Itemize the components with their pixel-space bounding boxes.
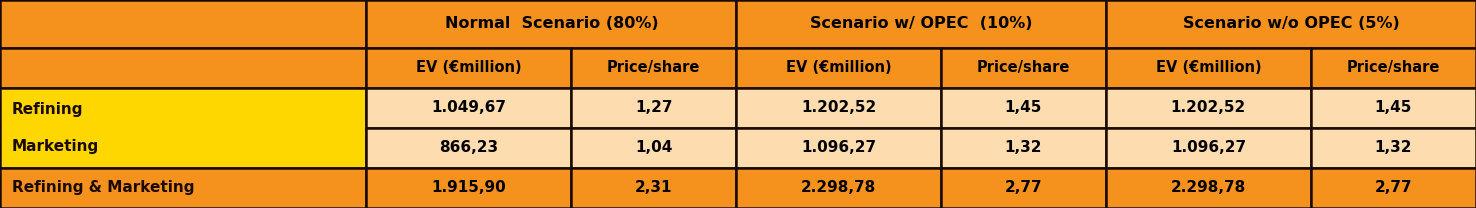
Text: 1,32: 1,32 bbox=[1374, 140, 1413, 155]
Bar bbox=[366, 88, 571, 128]
Text: 1,32: 1,32 bbox=[1005, 140, 1042, 155]
Bar bbox=[366, 0, 737, 47]
Bar bbox=[571, 88, 737, 128]
Bar bbox=[571, 128, 737, 168]
Text: Price/share: Price/share bbox=[607, 60, 700, 75]
Bar bbox=[366, 168, 571, 208]
Text: Scenario w/o OPEC (5%): Scenario w/o OPEC (5%) bbox=[1182, 16, 1399, 31]
Text: 1.049,67: 1.049,67 bbox=[431, 100, 506, 115]
Text: 1.915,90: 1.915,90 bbox=[431, 180, 506, 196]
Bar bbox=[1106, 0, 1476, 47]
Text: Refining & Marketing: Refining & Marketing bbox=[12, 180, 195, 196]
Bar bbox=[0, 88, 366, 168]
Bar bbox=[1106, 47, 1311, 88]
Bar bbox=[1311, 88, 1476, 128]
Text: Price/share: Price/share bbox=[977, 60, 1070, 75]
Bar bbox=[571, 168, 737, 208]
Text: 2,77: 2,77 bbox=[1005, 180, 1042, 196]
Bar bbox=[366, 47, 571, 88]
Text: Price/share: Price/share bbox=[1346, 60, 1441, 75]
Text: 1.096,27: 1.096,27 bbox=[1170, 140, 1246, 155]
Bar bbox=[1106, 168, 1311, 208]
Bar bbox=[737, 128, 940, 168]
Bar bbox=[1106, 128, 1311, 168]
Bar bbox=[571, 47, 737, 88]
Bar bbox=[737, 47, 940, 88]
Bar bbox=[0, 0, 366, 47]
Bar bbox=[940, 47, 1106, 88]
Bar bbox=[1311, 47, 1476, 88]
Bar bbox=[737, 168, 940, 208]
Text: Scenario w/ OPEC  (10%): Scenario w/ OPEC (10%) bbox=[810, 16, 1033, 31]
Text: EV (€million): EV (€million) bbox=[416, 60, 521, 75]
Text: 1,27: 1,27 bbox=[635, 100, 673, 115]
Text: 1.202,52: 1.202,52 bbox=[1170, 100, 1246, 115]
Text: 2.298,78: 2.298,78 bbox=[1170, 180, 1246, 196]
Bar bbox=[366, 128, 571, 168]
Bar bbox=[1311, 128, 1476, 168]
Text: Normal  Scenario (80%): Normal Scenario (80%) bbox=[444, 16, 658, 31]
Bar bbox=[0, 47, 366, 88]
Bar bbox=[940, 88, 1106, 128]
Bar bbox=[0, 168, 366, 208]
Text: 2,77: 2,77 bbox=[1374, 180, 1413, 196]
Bar bbox=[940, 168, 1106, 208]
Text: 1.096,27: 1.096,27 bbox=[801, 140, 877, 155]
Text: 866,23: 866,23 bbox=[440, 140, 499, 155]
Text: EV (€million): EV (€million) bbox=[785, 60, 892, 75]
Bar bbox=[737, 0, 1106, 47]
Text: EV (€million): EV (€million) bbox=[1156, 60, 1261, 75]
Text: Marketing: Marketing bbox=[12, 139, 99, 154]
Bar bbox=[1311, 168, 1476, 208]
Text: 2.298,78: 2.298,78 bbox=[801, 180, 877, 196]
Text: 1,04: 1,04 bbox=[635, 140, 673, 155]
Bar bbox=[1106, 88, 1311, 128]
Text: 1.202,52: 1.202,52 bbox=[801, 100, 877, 115]
Text: 2,31: 2,31 bbox=[635, 180, 673, 196]
Text: 1,45: 1,45 bbox=[1005, 100, 1042, 115]
Bar bbox=[737, 88, 940, 128]
Bar bbox=[940, 128, 1106, 168]
Text: Refining: Refining bbox=[12, 102, 83, 117]
Text: 1,45: 1,45 bbox=[1374, 100, 1413, 115]
